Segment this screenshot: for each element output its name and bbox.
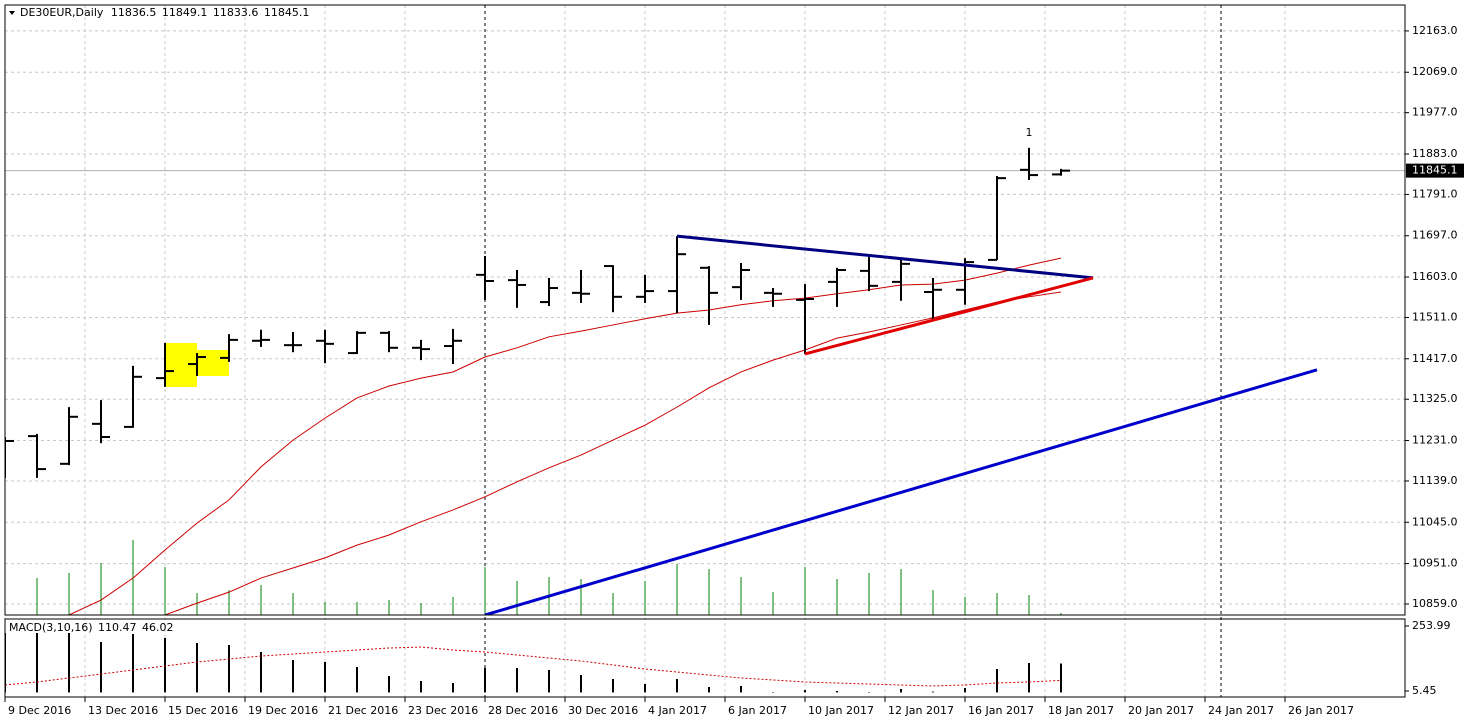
x-tick-label: 15 Dec 2016 [168,704,238,717]
x-tick-label: 10 Jan 2017 [808,704,874,717]
x-tick-label: 28 Dec 2016 [488,704,558,717]
x-tick-label: 30 Dec 2016 [568,704,638,717]
y-tick-label: 10859.0 [1412,597,1458,610]
header-open: 11836.5 [111,6,157,19]
x-tick-label: 20 Jan 2017 [1128,704,1194,717]
annotation: 1 [1026,126,1033,139]
symbol: DE30EUR,Daily [20,6,104,19]
x-tick-label: 13 Dec 2016 [88,704,158,717]
y-tick-label: 11511.0 [1412,310,1458,323]
y-tick-label: 11977.0 [1412,106,1458,119]
x-tick-label: 4 Jan 2017 [648,704,707,717]
trendline [484,368,1318,615]
y-tick-label: 11417.0 [1412,352,1458,365]
x-tick-label: 21 Dec 2016 [328,704,398,717]
x-tick-label: 19 Dec 2016 [248,704,318,717]
header-high: 11849.1 [162,6,208,19]
y-tick-label: 11325.0 [1412,392,1458,405]
x-tick-label: 23 Dec 2016 [408,704,478,717]
y-tick-label: 12163.0 [1412,24,1458,37]
price-label-box [1406,163,1464,178]
axes: 9 Dec 2016 13 Dec 2016 15 Dec 2016 19 Dec 2… [4,24,1464,717]
moving-average [164,291,1062,615]
macd-frame [4,618,1406,698]
indicator-name: MACD(3,10,16) [9,621,93,634]
trendline [804,276,1094,356]
trendline [676,234,1094,280]
x-tick-label: 16 Jan 2017 [968,704,1034,717]
x-tick-label: 9 Dec 2016 [8,704,71,717]
y-tick-label: 11045.0 [1412,515,1458,528]
y-tick-label: 12069.0 [1412,65,1458,78]
y-tick-label: 11791.0 [1412,187,1458,200]
price-label: 11845.1 [1412,164,1458,177]
y-tick-label: 5.45 [1412,684,1437,697]
price-plot [5,147,1318,615]
header-low: 11833.6 [213,6,259,19]
y-tick-label: 11697.0 [1412,229,1458,242]
menu-arrow[interactable] [9,11,15,15]
y-tick-label: 11139.0 [1412,474,1458,487]
x-tick-label: 6 Jan 2017 [728,704,787,717]
x-tick-label: 24 Jan 2017 [1208,704,1274,717]
macd-header: MACD(3,10,16) 110.47 46.02 [9,621,174,634]
signal-line [5,646,1062,687]
price-frame [4,4,1406,616]
signal-value: 46.02 [142,621,174,634]
y-tick-label: 253.99 [1412,619,1451,632]
y-tick-label: 11883.0 [1412,147,1458,160]
x-tick-label: 26 Jan 2017 [1288,704,1354,717]
x-tick-label: 18 Jan 2017 [1048,704,1114,717]
y-tick-label: 11231.0 [1412,434,1458,447]
y-tick-label: 10951.0 [1412,557,1458,570]
x-tick-label: 12 Jan 2017 [888,704,954,717]
macd-plot [5,632,1062,693]
header-close: 11845.1 [264,6,310,19]
highlight [197,350,229,376]
macd-value: 110.47 [98,621,137,634]
moving-average [68,257,1062,615]
y-tick-label: 11603.0 [1412,270,1458,283]
chart-header: DE30EUR,Daily 11836.5 11849.1 11833.6 11… [20,6,309,19]
